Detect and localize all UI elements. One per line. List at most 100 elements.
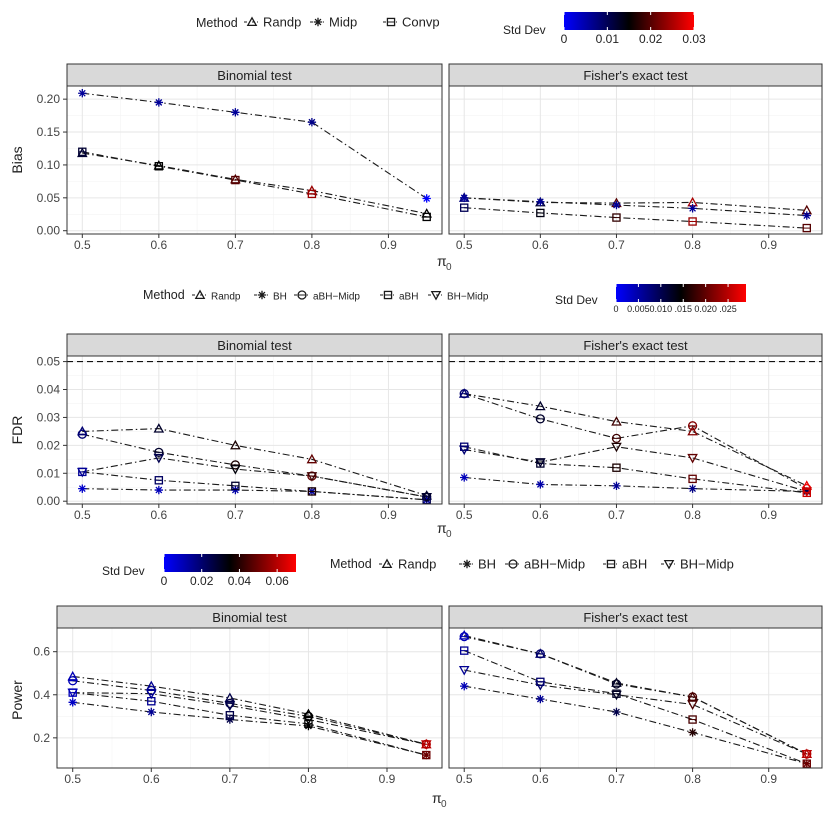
bias-legend-label-midp: Midp — [329, 15, 357, 30]
fdr-x-title-subscript: 0 — [446, 529, 452, 540]
power-point-bh — [460, 681, 469, 691]
power-panel-border-fisher — [448, 627, 823, 769]
power-x-title: π 0 — [432, 790, 447, 810]
fdr-x-tick-label: 0.8 — [304, 508, 321, 522]
bias-point-convp — [307, 189, 317, 199]
bias-point-convp — [422, 212, 431, 222]
power-point-abh — [688, 715, 697, 724]
fdr-point-randp — [153, 423, 165, 433]
fdr-legend-key-abh — [383, 290, 393, 300]
power-strip-binomial-title: Binomial test — [212, 610, 287, 625]
power-line-bh-midp — [72, 692, 427, 745]
fdr-chart: Method Randp BH aBH−Midp aBH BH−Midp Std Dev… — [9, 284, 823, 540]
fdr-legend-item-bh-midp: BH−Midp — [428, 290, 489, 303]
power-colorbar-tick-label: 0 — [161, 574, 168, 588]
power-x-title-symbol: π — [432, 790, 442, 806]
fdr-panel-border-fisher — [448, 355, 823, 505]
power-panel-binomial: Binomial test — [56, 605, 443, 769]
bias-x-tick-label: 0.6 — [150, 238, 167, 252]
bias-point-convp — [154, 162, 164, 171]
fdr-point-abh-midp — [535, 414, 545, 424]
fdr-point-bh — [460, 473, 469, 482]
power-colorbar-title: Std Dev — [102, 564, 145, 578]
bias-point-convp — [802, 223, 811, 233]
fdr-x-tick-label: 0.5 — [456, 508, 473, 522]
power-point-bh-midp — [535, 681, 546, 691]
bias-point-convp — [688, 217, 697, 226]
fdr-x-tick-label: 0.9 — [380, 508, 397, 522]
bias-point-randp — [153, 160, 165, 170]
bias-panel-fisher: Fisher's exact test — [448, 63, 823, 235]
power-point-bh-midp — [145, 689, 157, 700]
power-colorbar-tick-label: 0.06 — [265, 574, 289, 588]
fdr-line-bh — [82, 488, 427, 501]
fdr-y-axis: 0.00 0.01 0.02 0.03 0.04 0.05 — [37, 355, 67, 508]
bias-x-tick-label: 0.9 — [380, 238, 397, 252]
bias-line-randp — [82, 152, 427, 215]
power-point-bh-midp — [801, 749, 813, 760]
fdr-line-abh-midp — [464, 393, 808, 490]
power-y-axis: 0.2 0.4 0.6 — [33, 645, 57, 745]
fdr-y-tick-label: 0.05 — [37, 355, 61, 369]
power-line-abh — [72, 692, 427, 756]
power-x-title-subscript: 0 — [441, 799, 447, 810]
bias-point-midp — [460, 193, 469, 203]
fdr-legend-label-abh-midp: aBH−Midp — [313, 292, 360, 303]
power-chart: Std Dev 0 0.02 0.04 0.06 Method Randp BH aBH−… — [9, 554, 823, 810]
fdr-point-bh-midp — [306, 472, 318, 482]
bias-point-midp — [154, 98, 164, 107]
power-legend-key-bh — [462, 559, 472, 569]
fdr-x-tick-label: 0.9 — [760, 508, 777, 522]
bias-point-midp — [612, 200, 621, 210]
power-point-randp — [145, 680, 157, 691]
power-x-tick-label: 0.9 — [379, 772, 396, 786]
fdr-point-bh — [802, 487, 811, 496]
fdr-colorbar-title: Std Dev — [555, 293, 598, 307]
power-point-bh — [147, 707, 156, 717]
power-point-abh-midp — [459, 631, 469, 642]
bias-colorbar: Std Dev 0 0.01 0.02 0.03 — [503, 12, 706, 46]
power-legend-label-randp: Randp — [398, 557, 436, 572]
fdr-colorbar-tick-label: 0.010 — [650, 304, 673, 314]
bias-colorbar-tick-label: 0.03 — [682, 32, 706, 46]
power-point-abh — [460, 646, 469, 655]
bias-colorbar-gradient — [564, 12, 694, 30]
power-line-randp — [72, 675, 427, 745]
power-x-tick-label: 0.8 — [684, 772, 701, 786]
power-point-bh-midp — [420, 740, 432, 750]
power-legend-item-abh: aBH — [603, 557, 647, 572]
power-panel-border-binomial — [56, 627, 443, 769]
fdr-point-bh — [612, 481, 621, 491]
bias-line-randp — [464, 197, 807, 211]
power-legend-key-abh — [606, 559, 616, 569]
bias-point-convp — [78, 147, 87, 156]
power-point-randp — [67, 670, 79, 681]
fdr-y-tick-label: 0.02 — [37, 438, 61, 452]
power-point-bh-midp — [687, 700, 698, 710]
fdr-line-bh-midp — [464, 446, 807, 492]
power-point-bh-midp — [303, 715, 314, 726]
power-strip-fisher-title: Fisher's exact test — [583, 610, 688, 625]
fdr-point-bh-midp — [153, 453, 165, 464]
fdr-point-abh-midp — [230, 460, 241, 470]
power-point-abh-midp — [68, 676, 78, 686]
fdr-legend-item-bh: BH — [254, 290, 287, 303]
bias-point-midp — [688, 204, 697, 213]
fdr-point-bh-midp — [687, 453, 698, 464]
power-point-abh — [422, 750, 431, 760]
bias-colorbar-title: Std Dev — [503, 23, 546, 37]
fdr-colorbar-tick-label: 0.020 — [694, 304, 717, 314]
fdr-x-title: π 0 — [437, 520, 452, 540]
power-legend-title: Method — [330, 557, 372, 571]
fdr-legend: Method Randp BH aBH−Midp aBH BH−Midp — [143, 288, 489, 303]
bias-plot-area-fisher — [449, 86, 822, 234]
power-colorbar-tick-label: 0.04 — [228, 574, 252, 588]
bias-y-title: Bias — [9, 146, 25, 173]
power-x-tick-label: 0.6 — [143, 772, 160, 786]
power-point-bh-midp — [224, 701, 236, 712]
power-line-bh — [72, 701, 427, 756]
power-x-tick-label: 0.7 — [222, 772, 239, 786]
fdr-panel-border-binomial — [66, 355, 443, 505]
bias-legend-item-convp: Convp — [383, 15, 440, 30]
